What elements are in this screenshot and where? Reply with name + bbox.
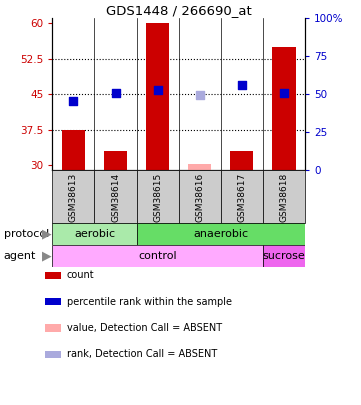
Text: percentile rank within the sample: percentile rank within the sample [67, 297, 232, 307]
Text: count: count [67, 271, 95, 280]
Bar [230, 151, 253, 170]
Text: GSM38613: GSM38613 [69, 173, 78, 222]
Bar [179, 170, 221, 223]
Point [113, 90, 118, 96]
Text: GSM38614: GSM38614 [111, 173, 120, 222]
Text: GSM38616: GSM38616 [195, 173, 204, 222]
Bar [52, 223, 136, 245]
Bar [263, 245, 305, 267]
Text: value, Detection Call = ABSENT: value, Detection Call = ABSENT [67, 323, 222, 333]
Text: GSM38615: GSM38615 [153, 173, 162, 222]
Point [70, 98, 76, 104]
Point [197, 92, 203, 98]
Bar [62, 130, 85, 170]
Text: GSM38617: GSM38617 [238, 173, 246, 222]
Title: GDS1448 / 266690_at: GDS1448 / 266690_at [106, 4, 252, 17]
Bar [273, 47, 296, 170]
Bar [95, 170, 136, 223]
Text: protocol: protocol [4, 229, 49, 239]
Point [239, 81, 245, 88]
Bar [146, 23, 169, 170]
Bar [52, 170, 95, 223]
Text: rank, Detection Call = ABSENT: rank, Detection Call = ABSENT [67, 350, 217, 359]
Text: control: control [138, 251, 177, 261]
Bar [52, 245, 263, 267]
Text: aerobic: aerobic [74, 229, 115, 239]
Text: agent: agent [4, 251, 36, 261]
Bar [188, 164, 211, 170]
Bar [136, 223, 305, 245]
Point [281, 90, 287, 96]
Text: ▶: ▶ [42, 249, 51, 263]
Bar [136, 170, 179, 223]
Bar [263, 170, 305, 223]
Bar [104, 151, 127, 170]
Text: GSM38618: GSM38618 [279, 173, 288, 222]
Bar [221, 170, 263, 223]
Point [155, 87, 161, 94]
Text: sucrose: sucrose [262, 251, 305, 261]
Text: anaerobic: anaerobic [193, 229, 248, 239]
Text: ▶: ▶ [42, 227, 51, 241]
